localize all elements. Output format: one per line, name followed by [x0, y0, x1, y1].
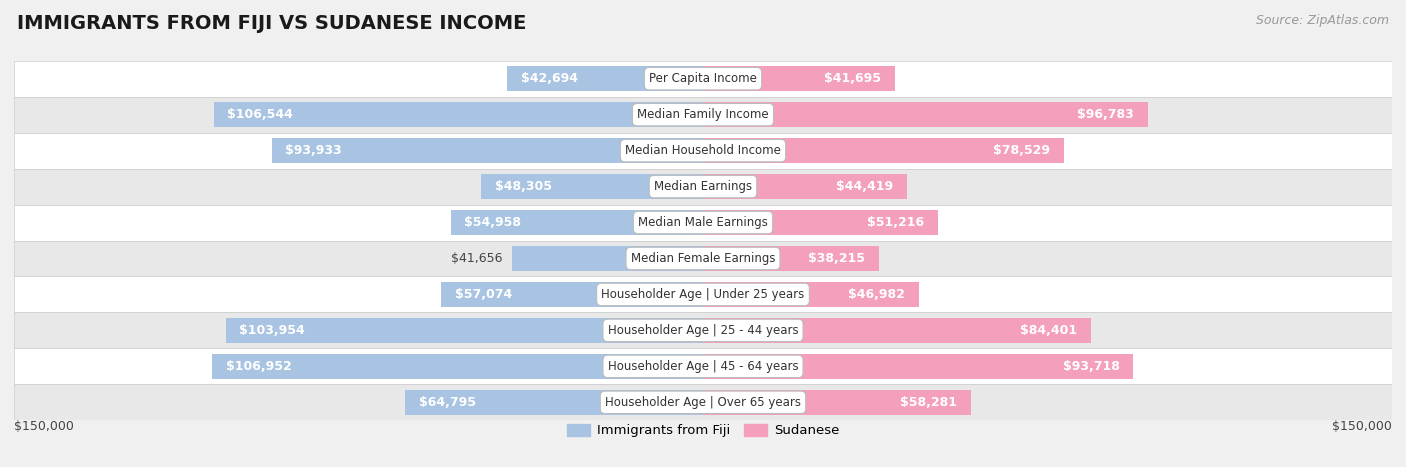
Bar: [214, 102, 703, 127]
Text: $38,215: $38,215: [807, 252, 865, 265]
Bar: [508, 66, 703, 91]
Bar: [271, 138, 703, 163]
Bar: [225, 318, 703, 343]
Text: Householder Age | Under 25 years: Householder Age | Under 25 years: [602, 288, 804, 301]
Text: $93,718: $93,718: [1063, 360, 1119, 373]
Bar: [703, 282, 918, 307]
Bar: [703, 354, 1133, 379]
Text: Householder Age | Over 65 years: Householder Age | Over 65 years: [605, 396, 801, 409]
Text: $150,000: $150,000: [14, 420, 75, 433]
Text: $42,694: $42,694: [520, 72, 578, 85]
Legend: Immigrants from Fiji, Sudanese: Immigrants from Fiji, Sudanese: [561, 418, 845, 442]
Bar: [441, 282, 703, 307]
Text: Median Household Income: Median Household Income: [626, 144, 780, 157]
FancyBboxPatch shape: [14, 384, 1392, 420]
Text: $64,795: $64,795: [419, 396, 477, 409]
Text: $58,281: $58,281: [900, 396, 957, 409]
FancyBboxPatch shape: [14, 97, 1392, 133]
Text: $44,419: $44,419: [837, 180, 893, 193]
Bar: [703, 66, 894, 91]
Text: Median Male Earnings: Median Male Earnings: [638, 216, 768, 229]
FancyBboxPatch shape: [14, 169, 1392, 205]
Text: Median Family Income: Median Family Income: [637, 108, 769, 121]
Bar: [703, 174, 907, 199]
Text: $93,933: $93,933: [285, 144, 342, 157]
Bar: [703, 102, 1147, 127]
Text: $106,952: $106,952: [225, 360, 291, 373]
FancyBboxPatch shape: [14, 312, 1392, 348]
Text: Householder Age | 45 - 64 years: Householder Age | 45 - 64 years: [607, 360, 799, 373]
Text: $54,958: $54,958: [464, 216, 522, 229]
Bar: [450, 210, 703, 235]
FancyBboxPatch shape: [14, 61, 1392, 97]
Text: Median Female Earnings: Median Female Earnings: [631, 252, 775, 265]
Bar: [703, 210, 938, 235]
Text: $57,074: $57,074: [454, 288, 512, 301]
Text: $106,544: $106,544: [228, 108, 294, 121]
Text: $41,656: $41,656: [451, 252, 502, 265]
Text: Source: ZipAtlas.com: Source: ZipAtlas.com: [1256, 14, 1389, 27]
Text: $96,783: $96,783: [1077, 108, 1133, 121]
Text: $51,216: $51,216: [868, 216, 925, 229]
Text: $103,954: $103,954: [239, 324, 305, 337]
Text: Median Earnings: Median Earnings: [654, 180, 752, 193]
Text: IMMIGRANTS FROM FIJI VS SUDANESE INCOME: IMMIGRANTS FROM FIJI VS SUDANESE INCOME: [17, 14, 526, 33]
Text: $48,305: $48,305: [495, 180, 553, 193]
FancyBboxPatch shape: [14, 133, 1392, 169]
FancyBboxPatch shape: [14, 241, 1392, 276]
FancyBboxPatch shape: [14, 205, 1392, 241]
FancyBboxPatch shape: [14, 276, 1392, 312]
Bar: [703, 138, 1064, 163]
Bar: [703, 318, 1091, 343]
Text: Per Capita Income: Per Capita Income: [650, 72, 756, 85]
FancyBboxPatch shape: [14, 348, 1392, 384]
Bar: [212, 354, 703, 379]
Text: Householder Age | 25 - 44 years: Householder Age | 25 - 44 years: [607, 324, 799, 337]
Text: $84,401: $84,401: [1019, 324, 1077, 337]
Bar: [703, 390, 970, 415]
Bar: [512, 246, 703, 271]
Bar: [703, 246, 879, 271]
Bar: [405, 390, 703, 415]
Text: $41,695: $41,695: [824, 72, 880, 85]
Text: $150,000: $150,000: [1331, 420, 1392, 433]
Text: $78,529: $78,529: [993, 144, 1050, 157]
Text: $46,982: $46,982: [848, 288, 905, 301]
Bar: [481, 174, 703, 199]
